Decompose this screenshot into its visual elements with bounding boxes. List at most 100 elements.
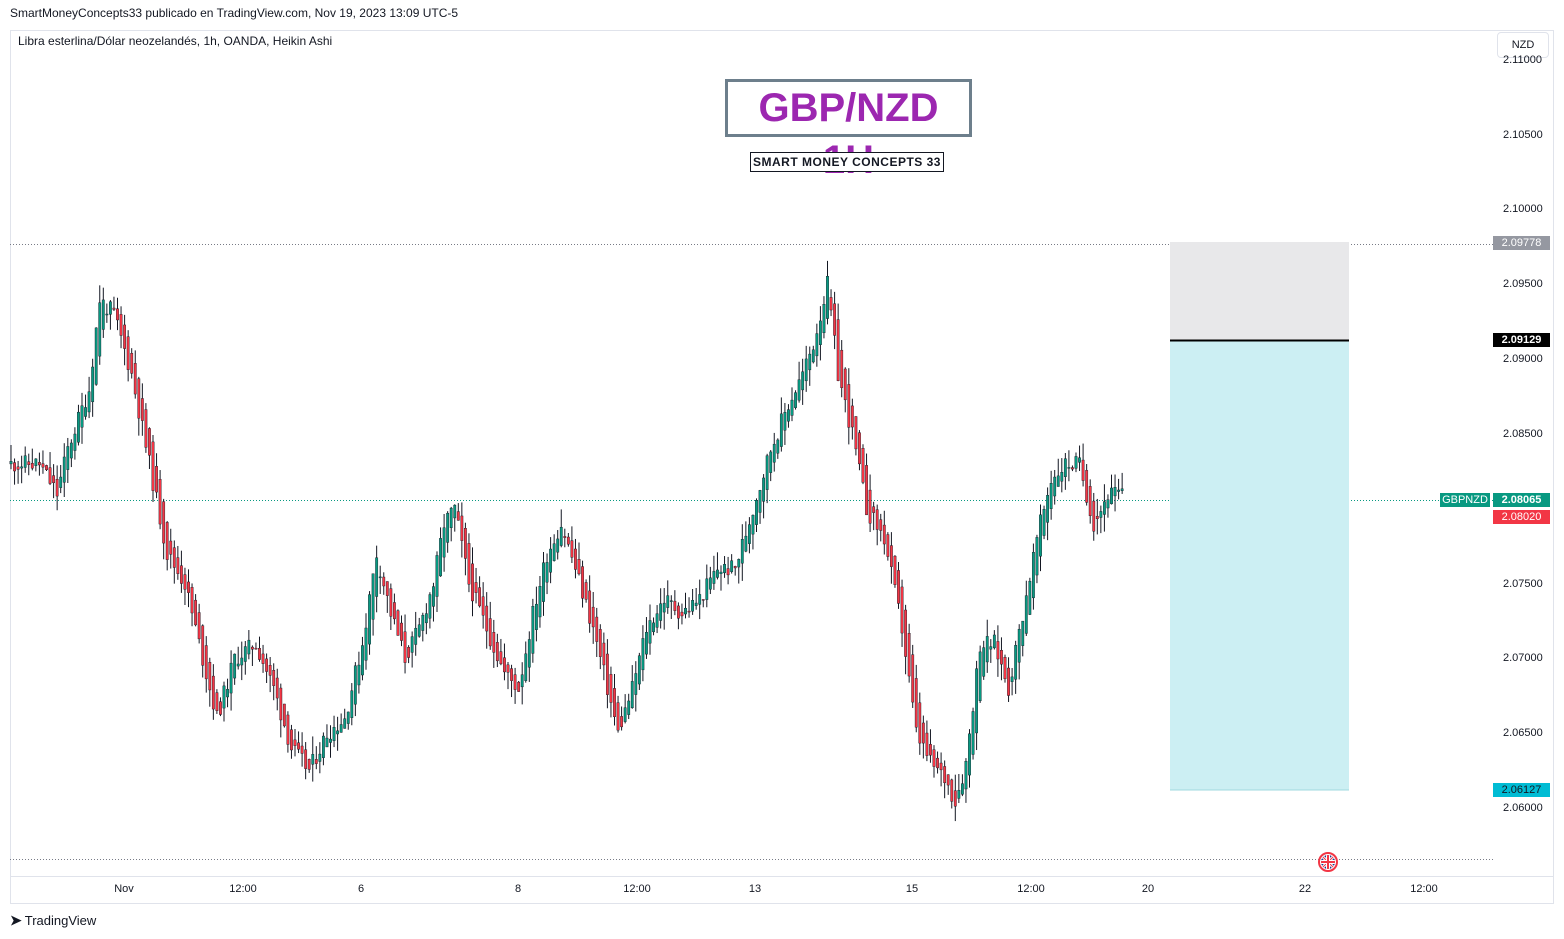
candle-down [588,590,592,624]
price-tick: 2.08500 [1503,428,1543,440]
candle-up [59,476,63,488]
candle-up [1099,511,1103,518]
candle-up [350,690,354,718]
candle-down [130,353,134,374]
candle-down [701,599,705,601]
stop-loss-zone[interactable] [1170,242,1349,340]
currency-button[interactable]: NZD [1497,32,1549,58]
candle-down [38,462,41,466]
candle-up [1014,645,1018,680]
candle-up [375,557,379,597]
candle-up [542,562,545,602]
candle-up [226,688,229,698]
candle-down [914,678,918,728]
candle-down [382,576,386,587]
candle-down [584,582,588,600]
candle-up [634,673,638,695]
price-tick: 2.09500 [1503,278,1543,290]
time-tick: 8 [514,883,522,895]
candle-down [190,587,194,614]
candle-down [1000,650,1003,665]
candle-up [1113,487,1117,497]
candle-up [1056,475,1060,487]
candle-down [151,441,155,491]
chart-title-annotation[interactable]: GBP/NZD 1H [725,79,972,182]
candle-down [201,625,205,666]
symbol-description[interactable]: Libra esterlina/Dólar neozelandés, 1h, O… [18,34,333,48]
candle-up [236,663,240,667]
candle-down [282,703,286,727]
candle-up [243,646,247,662]
candle-down [307,758,311,770]
candle-up [758,490,762,513]
price-tick: 2.07000 [1503,652,1543,664]
candle-down [286,714,290,745]
time-tick: 13 [748,883,762,895]
candle-up [627,700,631,715]
candle-up [1010,676,1014,682]
candle-down [116,308,119,321]
candle-down [921,722,925,744]
candle-down [250,646,254,650]
candle-down [1071,467,1074,470]
candle-down [570,540,574,558]
candle-down [492,632,496,653]
candle-down [41,463,45,468]
candle-down [179,565,183,584]
candle-down [169,540,173,555]
take-profit-zone[interactable] [1170,341,1349,790]
chart-subtitle-annotation[interactable]: SMART MONEY CONCEPTS 33 [750,152,944,172]
candle-down [680,611,684,617]
candle-down [893,555,897,585]
candle-down [52,475,56,484]
candle-down [890,545,893,567]
uk-flag-icon[interactable] [1318,852,1338,872]
candle-down [574,548,577,570]
candle-down [872,506,876,513]
candle-up [98,302,102,357]
candle-up [66,446,70,470]
candle-down [918,702,922,744]
candle-up [442,527,446,558]
candle-down [478,587,481,607]
candle-down [865,465,868,516]
candle-up [435,555,439,597]
candle-up [1035,537,1039,576]
candle-up [428,594,432,619]
candle-up [1060,472,1064,482]
candle-down [850,405,854,428]
candle-up [524,653,528,681]
candle-down [119,314,123,336]
symbol-tag: GBPNZD [1440,493,1490,507]
candle-down [123,324,127,349]
candle-up [783,412,787,431]
candle-down [673,600,677,611]
candle-up [1102,501,1106,515]
candle-down [314,759,318,764]
candle-up [368,594,371,645]
entry-price-tag: 2.09129 [1493,333,1550,347]
price-tick: 2.11000 [1503,54,1542,66]
candle-up [708,577,712,590]
candle-down [847,384,851,428]
candle-up [556,538,560,553]
tradingview-footer[interactable]: ➤ TradingView [10,912,96,929]
candle-down [13,462,16,472]
candle-up [417,624,421,637]
candle-up [527,639,531,668]
candle-down [219,701,222,715]
candle-up [9,461,13,465]
candle-down [456,511,460,521]
candle-up [1120,488,1124,491]
candle-down [925,732,929,756]
candle-up [1067,467,1071,469]
candle-down [897,570,900,604]
candle-down [566,536,570,545]
candle-up [1049,483,1053,509]
candle-up [1063,458,1067,477]
candle-up [87,391,91,413]
candle-down [165,522,169,560]
candle-down [900,586,904,634]
candle-up [1028,580,1032,615]
